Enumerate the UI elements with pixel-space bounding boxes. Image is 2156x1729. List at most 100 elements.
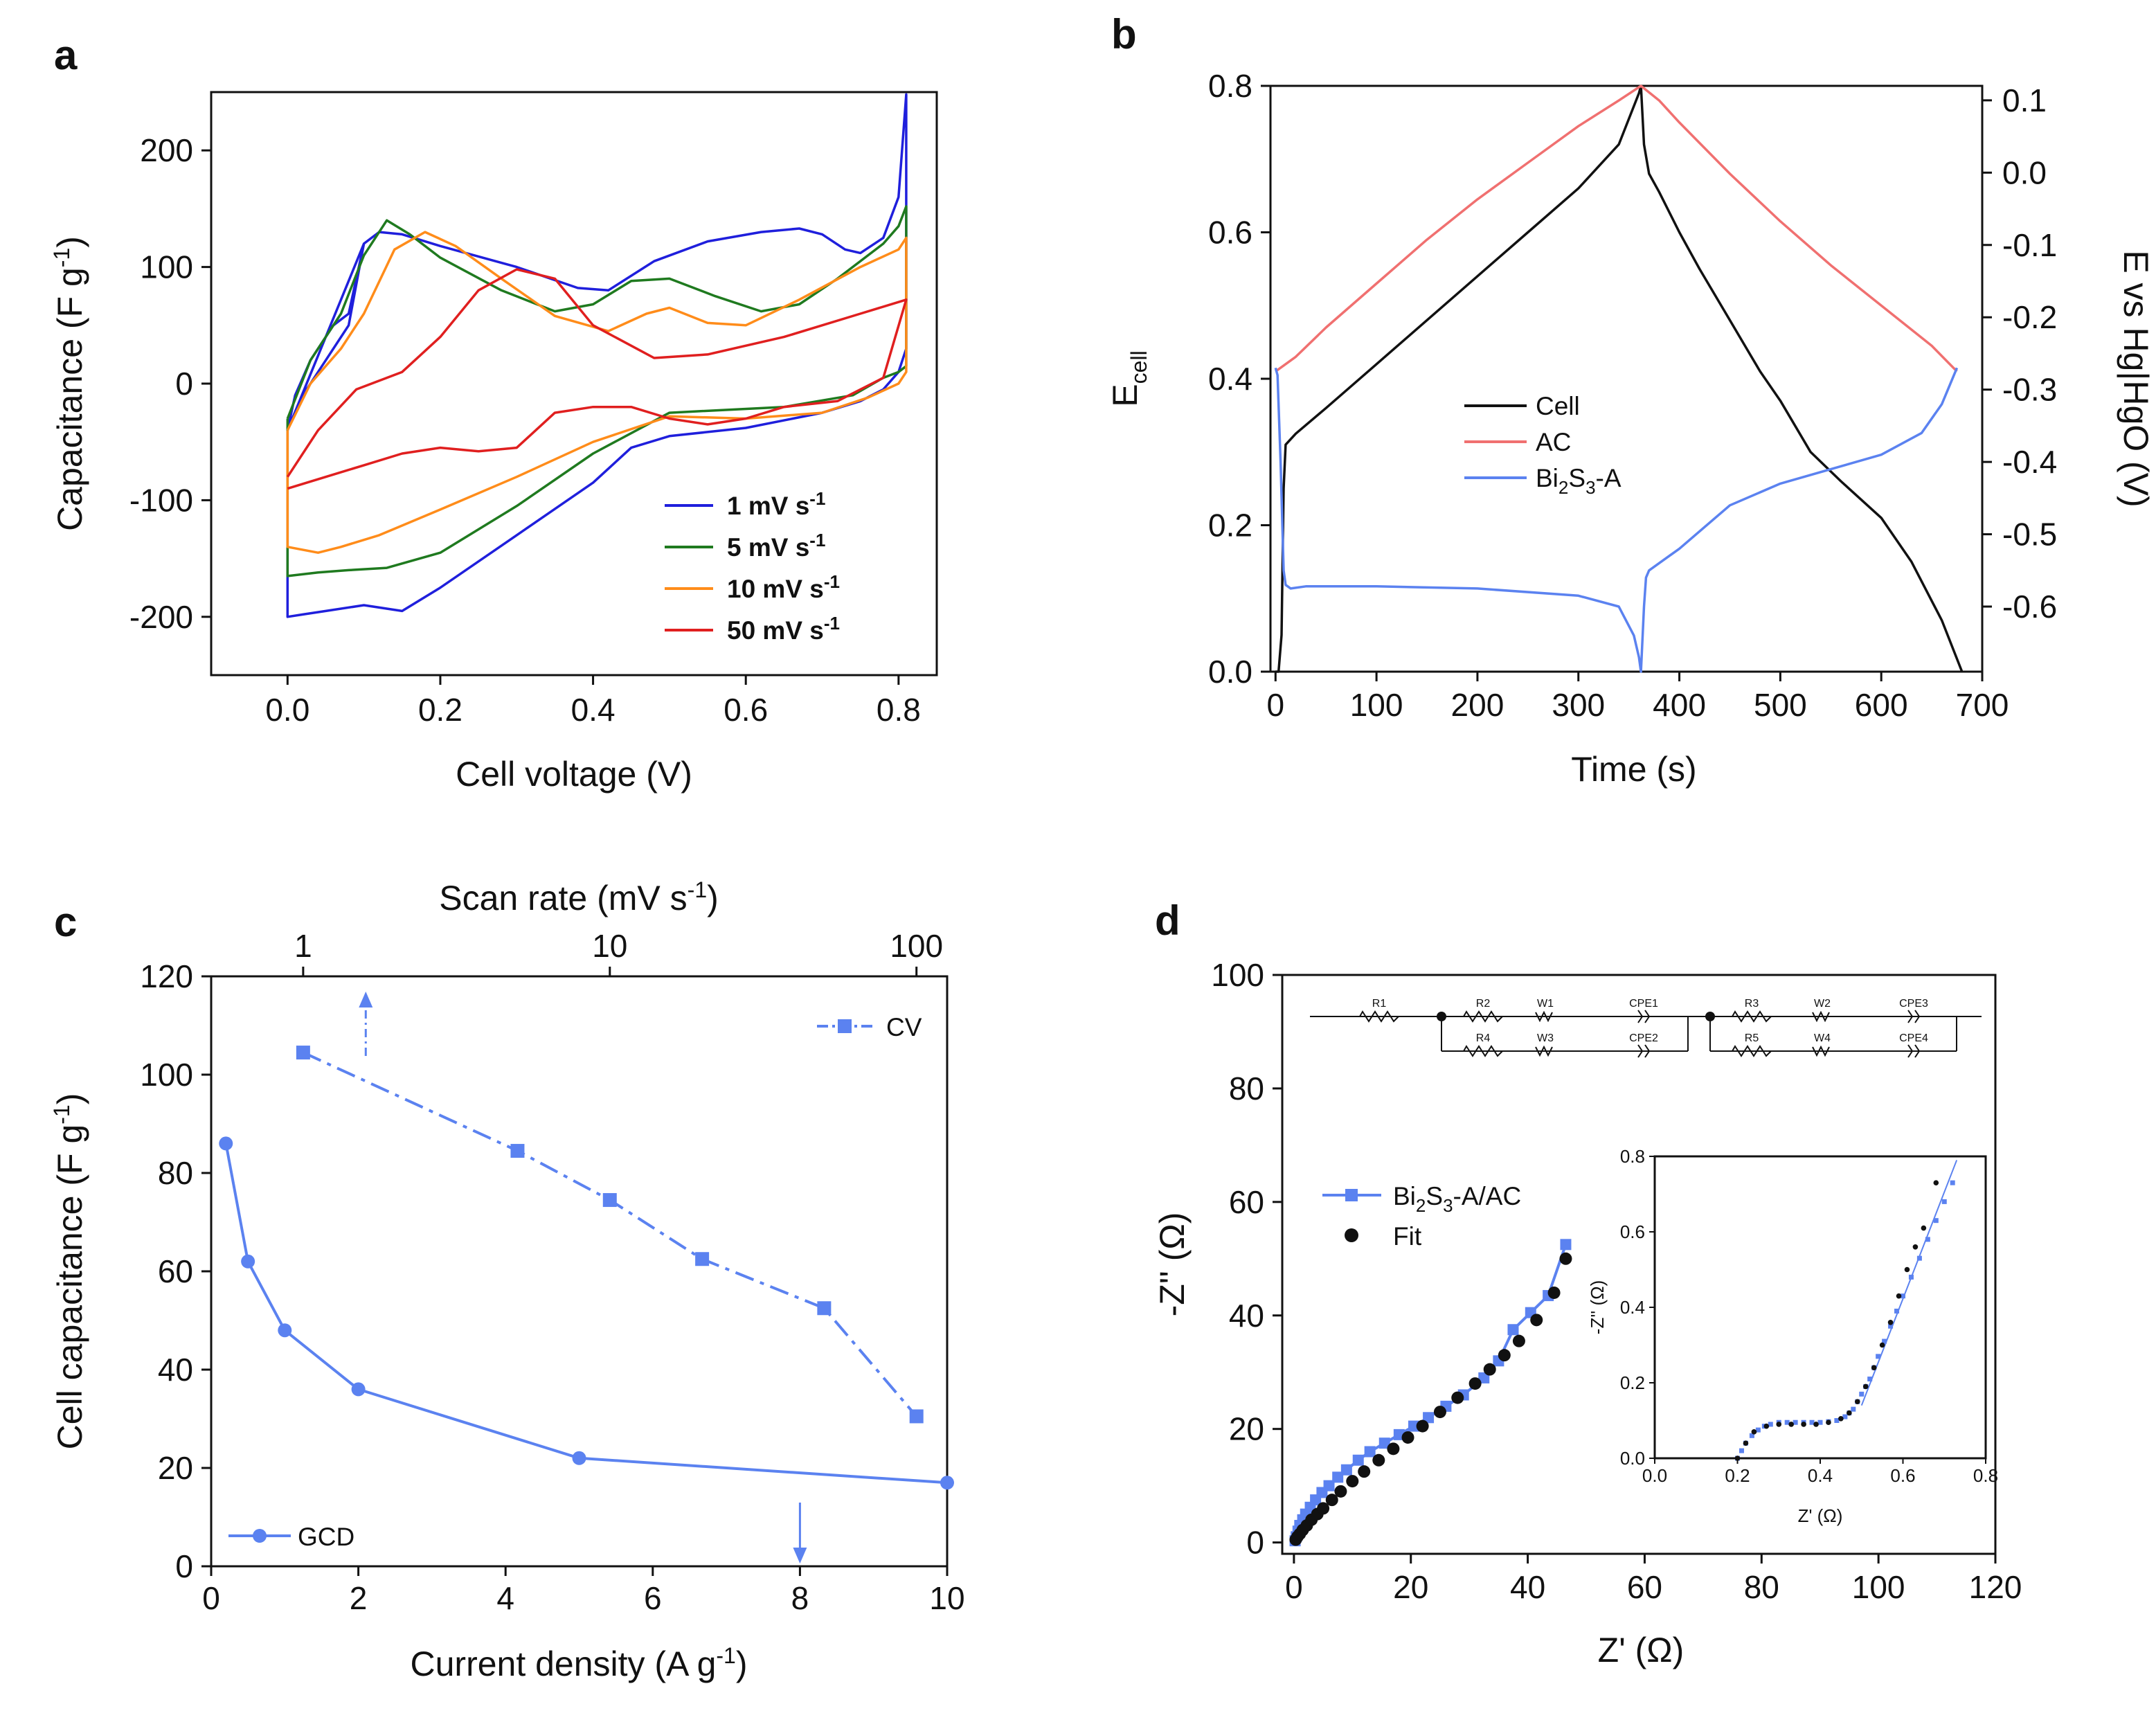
inset-data-point [1793, 1419, 1798, 1425]
panel-a: a 0.0 0.2 0.4 0.6 0.8 -200 -100 0 100 200 Cell vo… [49, 32, 938, 794]
inset-xtick-label: 0.8 [1973, 1465, 1998, 1486]
inset-data-point [1784, 1419, 1790, 1425]
y-axis-label-d: -Z'' (Ω) [1153, 1212, 1192, 1317]
capacitance-point-gcd [572, 1451, 586, 1465]
equivalent-circuit: R1 R2 W1 CPE1 R4 W3 CPE2 R3 W2 CPE3 R5 W4 CPE4 [1310, 998, 1982, 1058]
inset-fit-point [1862, 1383, 1869, 1390]
circuit-label: W3 [1537, 1032, 1554, 1044]
plot-frame-d [1281, 974, 1997, 1555]
b-ytick-label: 0.8 [1208, 68, 1252, 104]
a-xtick-label: 0.4 [571, 692, 616, 728]
gcd-curve-1 [1275, 84, 1964, 673]
inset-data-point [1941, 1199, 1947, 1204]
inset-ytick-label: 0.8 [1620, 1146, 1645, 1167]
c-ytick-label: 0 [175, 1548, 193, 1584]
a-xtick-label: 0.0 [265, 692, 309, 728]
nyquist-point [1478, 1372, 1490, 1383]
circuit-label: CPE2 [1629, 1032, 1658, 1044]
legend-label-a: 10 mV s-1 [727, 571, 840, 603]
c-ytick-label: 20 [158, 1450, 193, 1486]
legend-label-a: 50 mV s-1 [727, 613, 840, 645]
inset-xtick-label: 0.6 [1890, 1465, 1915, 1486]
b-y2tick-label: -0.6 [2002, 589, 2057, 625]
d-xtick-label: 0 [1285, 1569, 1303, 1605]
inset-data-point [1933, 1218, 1939, 1224]
current-density-arrow-head [793, 1548, 807, 1564]
inset-fit-point [1887, 1320, 1894, 1325]
capacitance-line-gcd [224, 1143, 948, 1485]
nyquist-point [1507, 1324, 1519, 1336]
b-xtick-label: 600 [1855, 687, 1908, 723]
fit-point [1401, 1431, 1414, 1444]
capacitance-line-cv [303, 1051, 918, 1417]
inset-ytick-label: 0.4 [1620, 1297, 1645, 1318]
d-xtick-label: 80 [1744, 1569, 1779, 1605]
inset-ytick-label: 0.2 [1620, 1372, 1645, 1393]
inset-data-point [1749, 1433, 1754, 1438]
fit-point [1372, 1453, 1385, 1467]
circuit-cpe [1907, 1010, 1921, 1023]
inset-xtick-label: 0.0 [1642, 1465, 1667, 1486]
inset-fit-point [1751, 1429, 1757, 1435]
inset-xtick-label: 0.2 [1725, 1465, 1750, 1486]
c-xtick-label: 6 [644, 1580, 662, 1616]
legend-label-a: 1 mV s-1 [727, 488, 825, 520]
inset-data-point [1842, 1414, 1848, 1419]
inset-data-point [1950, 1180, 1955, 1185]
inset-series-group [1734, 1160, 1958, 1461]
c-ytick-label: 120 [140, 958, 193, 994]
legend-marker-c-cv [838, 1019, 852, 1033]
c-xtick-label: 8 [791, 1580, 809, 1616]
circuit-label: R4 [1476, 1032, 1491, 1044]
inset-data-point [1876, 1354, 1881, 1359]
nyquist-point [1340, 1464, 1352, 1476]
inset-data-point [1867, 1377, 1873, 1382]
nyquist-point [1352, 1454, 1364, 1466]
fit-point [1547, 1286, 1561, 1299]
a-ytick-label: 200 [140, 132, 193, 168]
fit-point [1451, 1391, 1464, 1404]
b-y2tick-label: -0.5 [2002, 517, 2057, 553]
legend-label-b: Cell [1536, 392, 1580, 420]
b-ytick-label: 0.0 [1208, 654, 1252, 690]
fit-point [1498, 1349, 1511, 1362]
inset-data-point [1755, 1427, 1761, 1433]
circuit-label: CPE4 [1899, 1032, 1928, 1044]
legend-label-b: Bi2S3-A [1536, 464, 1622, 498]
circuit-resistor [1463, 1010, 1503, 1023]
inset-ytick-label: 0.0 [1620, 1448, 1645, 1469]
inset-data-point [1916, 1255, 1922, 1261]
x-axis-label-d: Z' (Ω) [1598, 1631, 1685, 1669]
plot-frame-c [210, 975, 949, 1568]
c-xtick-label: 4 [496, 1580, 514, 1616]
inset-fit-point [1788, 1422, 1794, 1427]
d-xtick-label: 60 [1627, 1569, 1662, 1605]
cv-curve-1 [286, 93, 908, 618]
circuit-label: W2 [1814, 998, 1831, 1010]
circuit-resistor [1732, 1045, 1772, 1057]
circuit-warburg [1807, 1010, 1838, 1023]
d-xtick-label: 20 [1393, 1569, 1428, 1605]
inset-fit-point [1879, 1342, 1885, 1348]
inset-y-axis-label: -Z'' (Ω) [1587, 1280, 1608, 1334]
inset-xtick-label: 0.4 [1808, 1465, 1833, 1486]
a-xtick-label: 0.8 [877, 692, 921, 728]
plot-frame-b [1269, 84, 1984, 673]
circuit-label: R1 [1372, 998, 1387, 1010]
c-x2tick-label: 100 [890, 928, 943, 964]
legend-label-b: AC [1536, 428, 1571, 456]
circuit-cpe [1637, 1044, 1651, 1058]
capacitance-point-gcd [219, 1136, 233, 1151]
inset-x-axis-label: Z' (Ω) [1798, 1505, 1843, 1526]
fit-point [1416, 1419, 1429, 1433]
fit-point [1317, 1502, 1330, 1515]
inset-fit-point [1813, 1422, 1819, 1427]
b-xtick-label: 700 [1956, 687, 2009, 723]
nyquist-point [1323, 1480, 1335, 1491]
inset-fit-point [1896, 1293, 1902, 1299]
b-xtick-label: 500 [1754, 687, 1807, 723]
legend-marker-d-fit [1345, 1228, 1358, 1242]
inset-fit-point [1912, 1244, 1919, 1250]
